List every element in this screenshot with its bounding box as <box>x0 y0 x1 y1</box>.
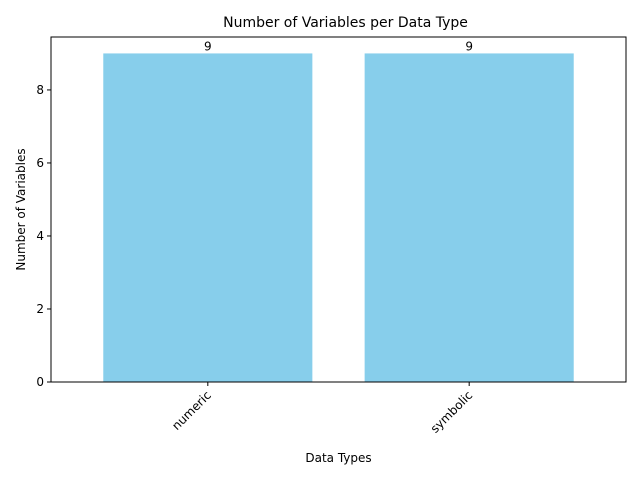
x-tick-label-numeric: numeric <box>169 388 214 433</box>
plot-frame <box>50 36 627 383</box>
bar-symbolic <box>364 53 574 383</box>
y-tick-label: 4 <box>36 229 44 243</box>
bar-numeric <box>103 53 313 383</box>
x-axis: numeric symbolic <box>169 382 475 436</box>
x-tick-label-symbolic: symbolic <box>428 388 476 436</box>
y-axis: 0 2 4 6 8 <box>36 83 51 389</box>
y-tick-label: 6 <box>36 156 44 170</box>
y-tick-label: 2 <box>36 302 44 316</box>
data-label-symbolic: 9 <box>465 39 473 53</box>
data-label-numeric: 9 <box>204 39 212 53</box>
x-axis-title: Data Types <box>305 451 371 465</box>
bars-layer <box>103 53 574 383</box>
y-tick-label: 8 <box>36 83 44 97</box>
y-tick-label: 0 <box>36 375 44 389</box>
chart-title: Number of Variables per Data Type <box>223 15 468 31</box>
y-axis-title: Number of Variables <box>14 148 28 270</box>
